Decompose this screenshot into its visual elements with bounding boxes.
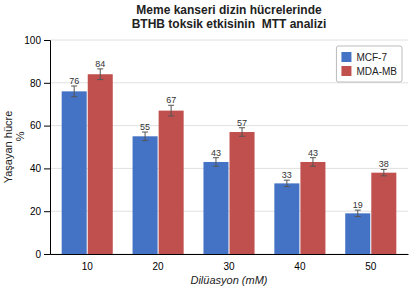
tick-mark [44, 126, 50, 127]
bar [345, 213, 370, 254]
axis-line [51, 254, 409, 255]
legend: MCF-7 MDA-MB [336, 46, 402, 82]
tick-mark [44, 254, 50, 255]
data-label: 67 [166, 95, 176, 105]
data-label: 84 [95, 59, 105, 69]
grid [50, 40, 408, 254]
legend-swatch [341, 66, 351, 76]
tick: 60 [30, 120, 50, 131]
tick-mark [44, 83, 50, 84]
data-label: 43 [211, 148, 221, 158]
error-bar [284, 180, 290, 186]
error-bar [239, 128, 245, 137]
tick: 30 [223, 261, 235, 272]
bar [203, 162, 228, 254]
data-label: 57 [237, 118, 247, 128]
error-bar [213, 158, 219, 167]
legend-label: MDA-MB [356, 66, 397, 77]
tick-label: 100 [24, 35, 41, 46]
data-label: 19 [353, 200, 363, 210]
error-bar [381, 169, 387, 175]
bar [133, 136, 158, 254]
bar [62, 91, 87, 254]
tick: 50 [365, 261, 377, 272]
series [88, 69, 397, 254]
tick-label: 40 [294, 261, 306, 272]
bar [274, 183, 299, 254]
data-label: 38 [379, 159, 389, 169]
tick: 100 [24, 35, 50, 46]
tick-mark [44, 168, 50, 169]
error-bar [355, 210, 361, 216]
error-bar [71, 86, 77, 97]
error-bar [97, 69, 103, 80]
data-label: 33 [282, 170, 292, 180]
legend-swatch [341, 52, 351, 62]
error-bar [310, 158, 316, 167]
grid-line [50, 40, 408, 41]
tick: 0 [35, 249, 50, 260]
tick-label: 50 [365, 261, 377, 272]
x-axis-title: Dilüasyon (mM) [190, 274, 267, 286]
axis-line [44, 41, 51, 255]
bar [88, 74, 113, 254]
y-axis: 0 20 40 60 80 100 [24, 35, 50, 260]
tick-label: 20 [153, 261, 165, 272]
marks [62, 69, 397, 254]
title: Meme kanseri dizin hücrelerindeBTHB toks… [132, 3, 327, 31]
y-axis-title: Yaşayan hücre % [2, 111, 26, 184]
tick: 10 [82, 261, 94, 272]
legend-item: MDA-MB [341, 66, 397, 77]
error-bar [142, 132, 148, 141]
tick-mark [44, 40, 50, 41]
legend-item: MCF-7 [341, 52, 387, 63]
bar [159, 111, 184, 254]
bar [300, 162, 325, 254]
tick-mark [44, 211, 50, 212]
tick: 20 [30, 206, 50, 217]
bar [371, 173, 396, 254]
tick-label: 60 [30, 120, 42, 131]
tick-label: 10 [82, 261, 94, 272]
chart-container: 0 20 40 60 80 100 10 20 30 40 50 76 55 43 33 19 84 67 57 43… [0, 0, 420, 290]
tick: 20 [153, 261, 165, 272]
tick-label: 80 [30, 78, 42, 89]
tick-label: 0 [35, 249, 41, 260]
error-bar [168, 105, 174, 116]
tick: 40 [294, 261, 306, 272]
chart-svg: 0 20 40 60 80 100 10 20 30 40 50 76 55 43 33 19 84 67 57 43… [0, 0, 420, 290]
data-label: 76 [69, 76, 79, 86]
data-label: 55 [140, 122, 150, 132]
legend-box [336, 46, 402, 82]
tick: 40 [30, 163, 50, 174]
x-axis: 10 20 30 40 50 [51, 255, 409, 273]
plot-area: 0 20 40 60 80 100 10 20 30 40 50 76 55 43 33 19 84 67 57 43… [24, 35, 408, 272]
data-label: 43 [308, 148, 318, 158]
tick-label: 30 [223, 261, 235, 272]
bar [230, 132, 255, 254]
tick-label: 20 [30, 206, 42, 217]
tick: 80 [30, 78, 50, 89]
tick-label: 40 [30, 163, 42, 174]
legend-label: MCF-7 [356, 52, 387, 63]
